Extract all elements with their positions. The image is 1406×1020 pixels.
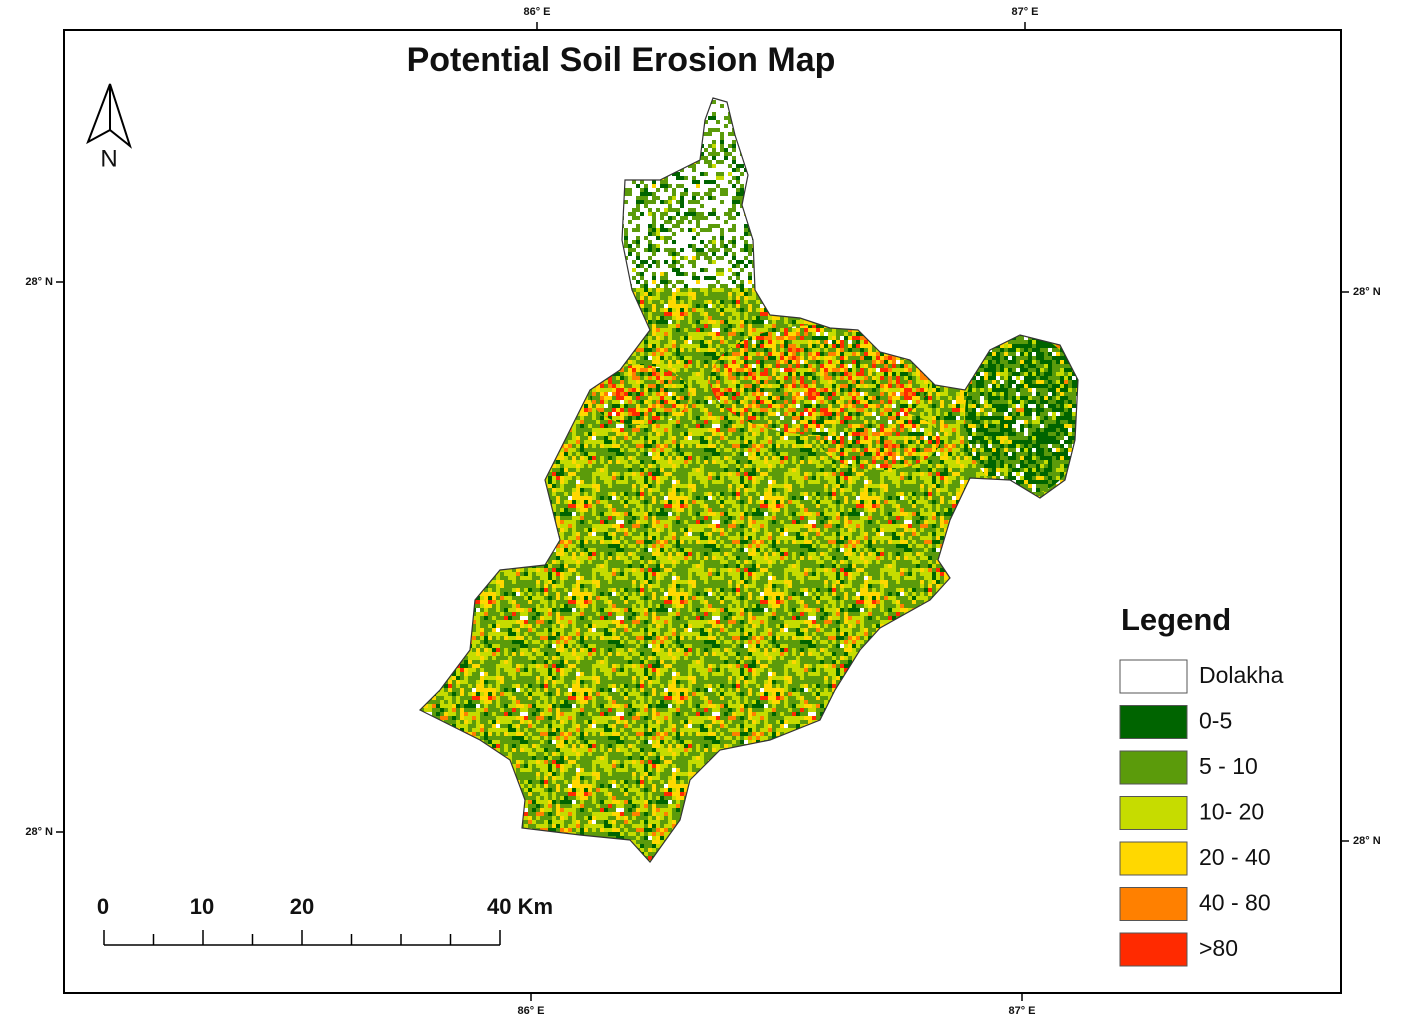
- graticule-label: 86° E: [517, 1005, 544, 1017]
- scale-bar: [103, 930, 501, 946]
- north-label: N: [100, 145, 117, 172]
- low-erosion-zone: [965, 335, 1078, 495]
- high-erosion-zone: [710, 325, 930, 435]
- scale-label: 10: [190, 894, 214, 919]
- legend-swatch: [1119, 705, 1188, 739]
- district-fill: [420, 98, 1078, 862]
- high-erosion-zone: [820, 410, 940, 470]
- graticule-label: 86° E: [523, 6, 550, 18]
- legend-swatch: [1119, 932, 1188, 967]
- legend-swatch: [1119, 887, 1188, 921]
- graticule-label: 87° E: [1008, 1005, 1035, 1017]
- scale-label: 40 Km: [487, 894, 553, 919]
- graticule-label: 28° N: [1353, 286, 1381, 298]
- legend-title: Legend: [1121, 602, 1231, 637]
- legend-swatch: [1119, 841, 1188, 876]
- graticule-ticks: [56, 22, 1349, 1001]
- legend-label: 20 - 40: [1199, 844, 1271, 870]
- north-zone: [600, 98, 780, 290]
- legend-label: Dolakha: [1199, 662, 1284, 688]
- graticule-label: 28° N: [25, 276, 53, 288]
- scale-label: 0: [97, 894, 109, 919]
- scale-label: 20: [290, 894, 314, 919]
- legend-label: >80: [1199, 935, 1238, 961]
- map-title: Potential Soil Erosion Map: [407, 41, 836, 79]
- legend-label: 0-5: [1199, 708, 1232, 734]
- legend-label: 40 - 80: [1199, 890, 1271, 916]
- district-outline: [418, 97, 1079, 863]
- legend-swatch: [1119, 659, 1188, 694]
- map-frame: [63, 29, 1342, 994]
- graticule-label: 87° E: [1011, 6, 1038, 18]
- high-erosion-zone: [590, 365, 690, 425]
- district-map: [418, 97, 1079, 863]
- north-arrow: N: [86, 83, 132, 172]
- graticule-label: 28° N: [25, 826, 53, 838]
- legend-swatch: [1119, 750, 1188, 785]
- legend-label: 5 - 10: [1199, 753, 1258, 779]
- graticule-label: 28° N: [1353, 835, 1381, 847]
- legend-label: 10- 20: [1199, 799, 1264, 825]
- legend: Legend Dolakha 0-5 5 - 10 10- 20 20 - 40 40 -…: [1119, 602, 1284, 967]
- legend-swatch: [1119, 796, 1188, 830]
